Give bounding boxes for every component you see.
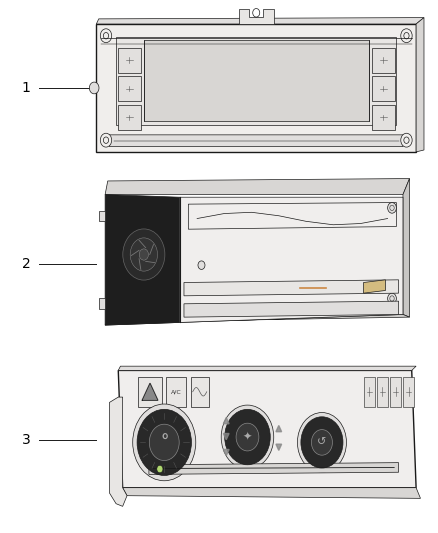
Text: 3: 3 [22,433,31,447]
Polygon shape [276,444,282,450]
Circle shape [388,293,396,304]
Polygon shape [105,195,180,325]
Circle shape [297,413,346,472]
Circle shape [133,404,196,481]
Polygon shape [390,377,401,407]
Polygon shape [403,377,414,407]
Polygon shape [105,314,410,325]
Polygon shape [99,211,105,221]
Polygon shape [372,76,395,101]
Polygon shape [116,37,396,125]
Circle shape [100,29,112,43]
Polygon shape [223,449,229,456]
Polygon shape [118,48,141,72]
Circle shape [198,285,205,294]
Circle shape [301,417,343,468]
Polygon shape [372,48,395,72]
Circle shape [388,203,396,213]
Polygon shape [184,301,399,317]
Polygon shape [166,377,186,407]
Polygon shape [96,24,416,152]
Polygon shape [276,425,282,432]
Circle shape [198,261,205,270]
Polygon shape [191,377,209,407]
Polygon shape [372,105,395,130]
Circle shape [311,430,332,455]
Polygon shape [223,433,229,440]
Polygon shape [416,18,424,152]
Circle shape [123,229,165,280]
Polygon shape [118,105,141,130]
Circle shape [137,409,191,475]
Circle shape [401,133,412,147]
Circle shape [130,238,158,271]
Polygon shape [118,366,416,370]
Polygon shape [180,197,403,322]
Polygon shape [184,280,399,296]
Polygon shape [144,40,369,121]
Text: A/C: A/C [171,389,182,394]
Circle shape [89,82,99,94]
Polygon shape [118,76,141,101]
Circle shape [149,424,179,461]
Polygon shape [142,383,158,400]
Circle shape [139,249,148,260]
Circle shape [225,409,270,465]
Polygon shape [403,179,410,317]
Text: ✦: ✦ [243,432,252,442]
Text: ↺: ↺ [317,438,327,447]
Polygon shape [96,18,424,24]
Polygon shape [123,488,420,498]
Polygon shape [377,377,388,407]
Text: 1: 1 [22,81,31,95]
Circle shape [236,423,259,451]
Text: 2: 2 [22,257,31,271]
Polygon shape [138,377,162,407]
Text: °: ° [160,433,169,451]
Polygon shape [364,377,375,407]
Polygon shape [99,298,105,309]
Circle shape [221,405,274,469]
Circle shape [401,29,412,43]
Polygon shape [364,280,385,293]
Polygon shape [149,463,399,474]
Polygon shape [110,397,127,506]
Polygon shape [105,179,410,195]
Polygon shape [107,135,405,147]
Circle shape [157,465,163,473]
Polygon shape [223,417,229,424]
Polygon shape [118,370,416,488]
Polygon shape [239,9,274,24]
Circle shape [100,133,112,147]
